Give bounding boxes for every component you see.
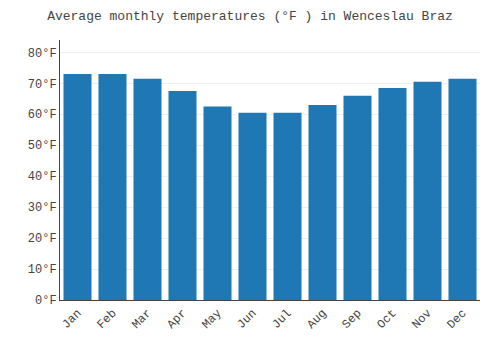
svg-text:60°F: 60°F <box>28 108 57 122</box>
svg-text:30°F: 30°F <box>28 201 57 215</box>
svg-text:Apr: Apr <box>164 307 189 332</box>
svg-text:Jul: Jul <box>269 307 294 332</box>
svg-text:Jan: Jan <box>59 307 84 332</box>
svg-text:Nov: Nov <box>409 307 434 332</box>
svg-text:Mar: Mar <box>129 307 154 332</box>
svg-text:May: May <box>199 307 224 332</box>
svg-text:Feb: Feb <box>94 307 119 332</box>
svg-text:Aug: Aug <box>304 307 329 332</box>
svg-text:Sep: Sep <box>339 307 364 332</box>
svg-text:80°F: 80°F <box>28 47 57 61</box>
svg-text:Average monthly temperatures (: Average monthly temperatures (°F ) in We… <box>47 9 453 24</box>
svg-text:70°F: 70°F <box>28 78 57 92</box>
svg-text:Jun: Jun <box>234 307 259 332</box>
svg-text:10°F: 10°F <box>28 263 57 277</box>
svg-text:Dec: Dec <box>444 307 469 332</box>
svg-text:Oct: Oct <box>374 307 399 332</box>
svg-text:0°F: 0°F <box>35 294 57 308</box>
svg-text:50°F: 50°F <box>28 139 57 153</box>
svg-text:20°F: 20°F <box>28 232 57 246</box>
svg-text:40°F: 40°F <box>28 170 57 184</box>
